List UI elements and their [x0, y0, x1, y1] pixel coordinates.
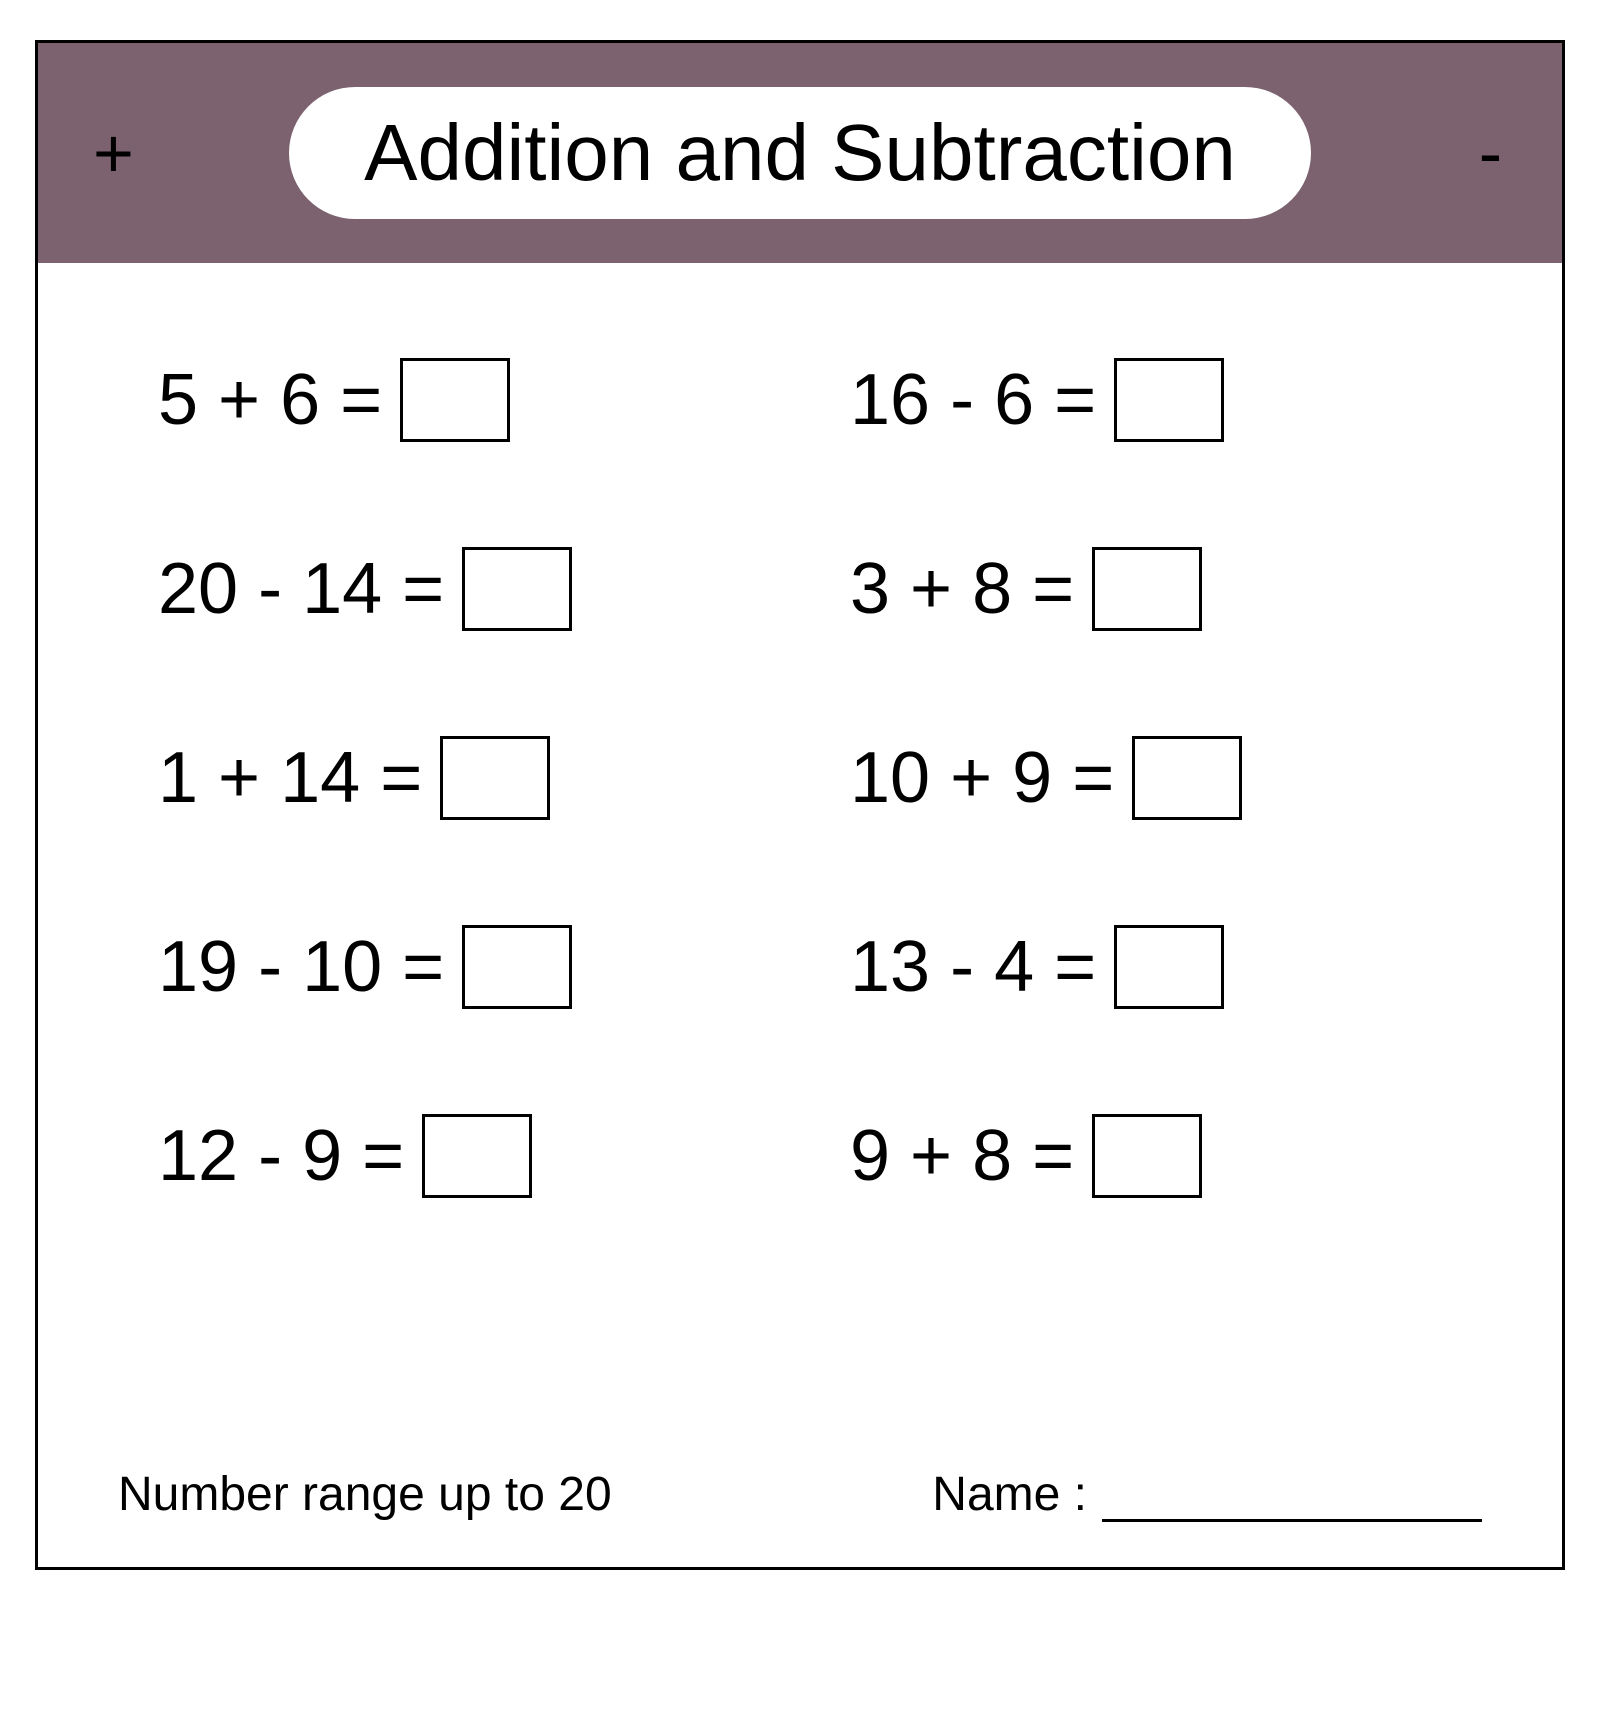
- problem-expression: 13 - 4 =: [850, 926, 1096, 1008]
- answer-box[interactable]: [422, 1114, 532, 1198]
- problem-expression: 9 + 8 =: [850, 1115, 1074, 1197]
- problem-row: 16 - 6 =: [850, 358, 1462, 442]
- name-field: Name :: [932, 1467, 1482, 1522]
- problem-row: 1 + 14 =: [158, 736, 770, 820]
- problem-expression: 16 - 6 =: [850, 359, 1096, 441]
- range-label: Number range up to 20: [118, 1467, 612, 1522]
- problem-expression: 19 - 10 =: [158, 926, 444, 1008]
- minus-icon: -: [1479, 113, 1502, 193]
- answer-box[interactable]: [440, 736, 550, 820]
- worksheet-page: + Addition and Subtraction - 5 + 6 = 16 …: [35, 40, 1565, 1570]
- problem-row: 10 + 9 =: [850, 736, 1462, 820]
- problem-row: 3 + 8 =: [850, 547, 1462, 631]
- answer-box[interactable]: [462, 547, 572, 631]
- problems-grid: 5 + 6 = 16 - 6 = 20 - 14 = 3 + 8 = 1 + 1…: [38, 263, 1562, 1198]
- problem-row: 9 + 8 =: [850, 1114, 1462, 1198]
- answer-box[interactable]: [1132, 736, 1242, 820]
- answer-box[interactable]: [462, 925, 572, 1009]
- name-input-line[interactable]: [1102, 1518, 1482, 1522]
- problem-expression: 5 + 6 =: [158, 359, 382, 441]
- problem-expression: 1 + 14 =: [158, 737, 422, 819]
- problem-expression: 12 - 9 =: [158, 1115, 404, 1197]
- problem-row: 13 - 4 =: [850, 925, 1462, 1009]
- problem-expression: 10 + 9 =: [850, 737, 1114, 819]
- answer-box[interactable]: [1114, 925, 1224, 1009]
- answer-box[interactable]: [1092, 1114, 1202, 1198]
- problem-row: 20 - 14 =: [158, 547, 770, 631]
- worksheet-header: + Addition and Subtraction -: [38, 43, 1562, 263]
- problem-row: 19 - 10 =: [158, 925, 770, 1009]
- problem-row: 12 - 9 =: [158, 1114, 770, 1198]
- name-label: Name :: [932, 1467, 1087, 1522]
- worksheet-title: Addition and Subtraction: [289, 87, 1311, 219]
- answer-box[interactable]: [1114, 358, 1224, 442]
- problem-expression: 3 + 8 =: [850, 548, 1074, 630]
- answer-box[interactable]: [1092, 547, 1202, 631]
- worksheet-footer: Number range up to 20 Name :: [118, 1467, 1482, 1522]
- problem-expression: 20 - 14 =: [158, 548, 444, 630]
- answer-box[interactable]: [400, 358, 510, 442]
- plus-icon: +: [93, 113, 134, 193]
- problem-row: 5 + 6 =: [158, 358, 770, 442]
